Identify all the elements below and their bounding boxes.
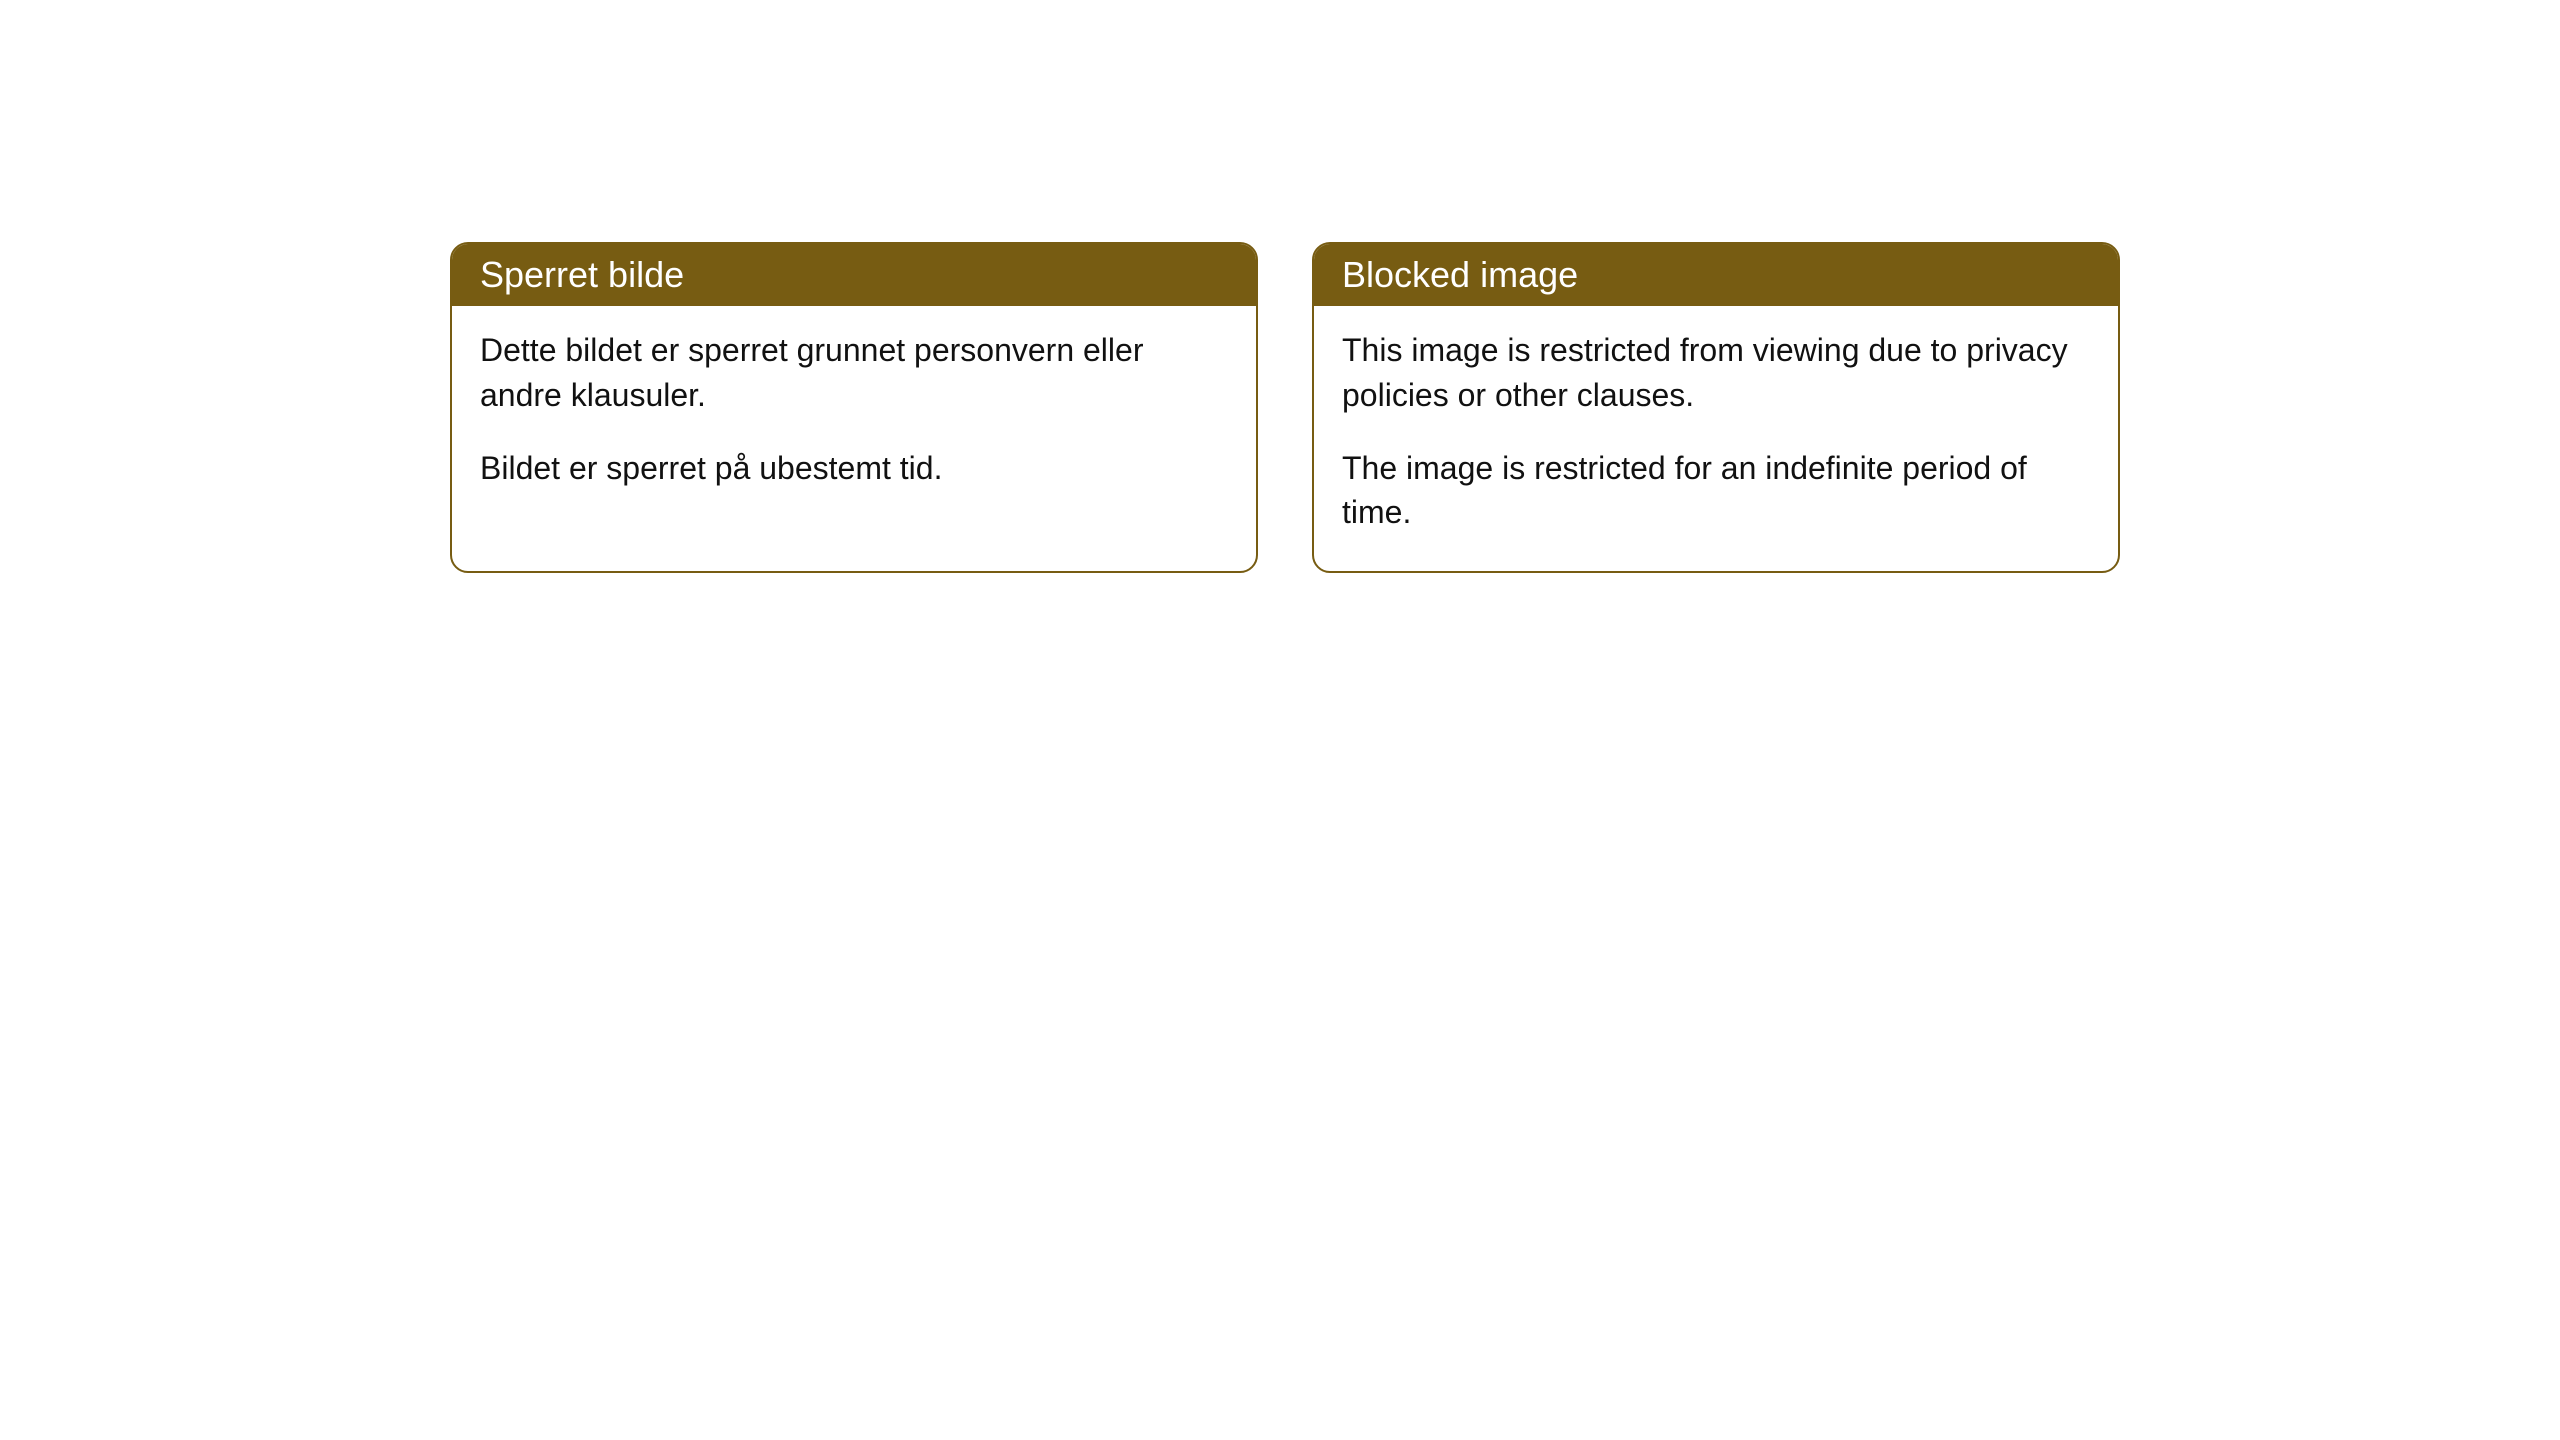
card-title: Blocked image <box>1342 254 1578 295</box>
card-title: Sperret bilde <box>480 254 684 295</box>
card-paragraph: Bildet er sperret på ubestemt tid. <box>480 446 1228 491</box>
card-header: Blocked image <box>1314 244 2118 306</box>
card-paragraph: This image is restricted from viewing du… <box>1342 328 2090 418</box>
card-body: Dette bildet er sperret grunnet personve… <box>452 306 1256 526</box>
card-paragraph: The image is restricted for an indefinit… <box>1342 446 2090 536</box>
card-body: This image is restricted from viewing du… <box>1314 306 2118 571</box>
notice-card-english: Blocked image This image is restricted f… <box>1312 242 2120 573</box>
card-header: Sperret bilde <box>452 244 1256 306</box>
card-paragraph: Dette bildet er sperret grunnet personve… <box>480 328 1228 418</box>
notice-cards-container: Sperret bilde Dette bildet er sperret gr… <box>450 242 2120 573</box>
notice-card-norwegian: Sperret bilde Dette bildet er sperret gr… <box>450 242 1258 573</box>
